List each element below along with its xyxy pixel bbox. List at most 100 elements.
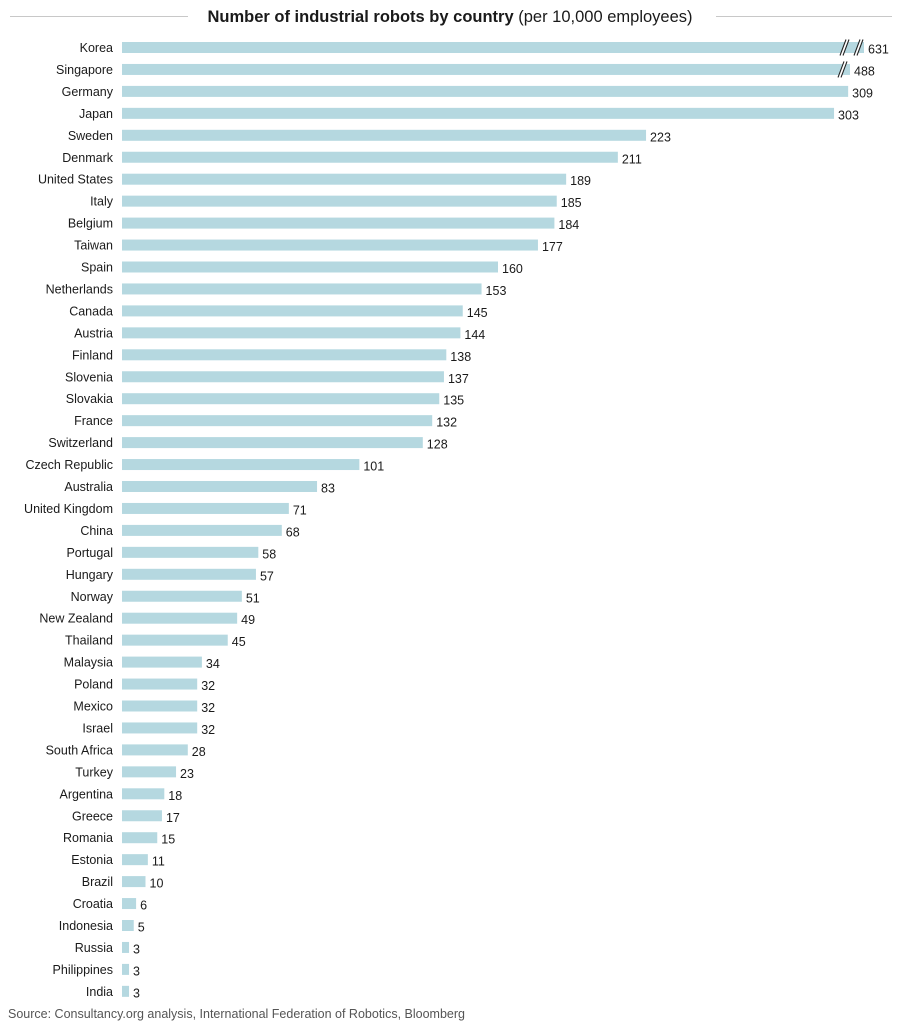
bar [122, 568, 256, 580]
value-label: 6 [140, 899, 147, 913]
category-label: South Africa [46, 743, 113, 757]
bar [122, 349, 447, 361]
value-label: 223 [650, 130, 671, 144]
source-note: Source: Consultancy.org analysis, Intern… [8, 1007, 465, 1021]
value-label: 309 [852, 86, 873, 100]
value-label: 189 [570, 174, 591, 188]
axis-break-mark [837, 61, 845, 78]
category-label: India [86, 985, 113, 999]
bar [122, 744, 188, 756]
category-label: Portugal [66, 546, 113, 560]
category-label: Denmark [62, 151, 113, 165]
bar [122, 261, 498, 273]
bar [122, 327, 461, 339]
value-label: 177 [542, 240, 563, 254]
chart-title-bold: Number of industrial robots by country [207, 8, 514, 26]
category-label: Singapore [56, 63, 113, 77]
value-label: 18 [168, 789, 182, 803]
value-label: 144 [464, 328, 485, 342]
value-label: 211 [622, 152, 642, 166]
bar [122, 371, 444, 383]
value-label: 71 [293, 503, 307, 517]
category-label: Russia [75, 941, 113, 955]
category-label: Taiwan [74, 239, 113, 253]
value-label: 34 [206, 657, 220, 671]
category-label: Israel [82, 721, 113, 735]
bar [122, 305, 463, 317]
category-label: Italy [90, 195, 114, 209]
bar [122, 217, 555, 229]
value-label: 5 [138, 921, 145, 935]
category-label: New Zealand [39, 612, 113, 626]
category-label: Mexico [73, 700, 113, 714]
bar [122, 85, 849, 97]
category-label: Slovakia [66, 392, 113, 406]
value-label: 137 [448, 372, 469, 386]
category-label: Netherlands [46, 282, 113, 296]
category-label: Malaysia [64, 656, 113, 670]
category-label: Slovenia [65, 370, 113, 384]
bar [122, 788, 165, 800]
bar [122, 283, 482, 295]
value-label: 17 [166, 811, 180, 825]
category-label: Australia [64, 480, 113, 494]
category-label: Austria [74, 326, 113, 340]
bar [122, 941, 130, 953]
bar [122, 42, 864, 53]
category-label: Sweden [68, 129, 113, 143]
value-label: 11 [152, 855, 165, 869]
value-label: 160 [502, 262, 523, 276]
value-label: 185 [561, 196, 582, 210]
bar [122, 195, 557, 207]
axis-break-mark [840, 61, 848, 78]
value-label: 83 [321, 482, 335, 496]
value-label: 488 [854, 64, 875, 78]
category-label: Switzerland [48, 436, 113, 450]
value-label: 32 [201, 679, 215, 693]
value-label: 145 [467, 306, 488, 320]
bar [122, 832, 158, 844]
category-label: France [74, 414, 113, 428]
value-label: 3 [133, 942, 140, 956]
bar [122, 239, 538, 251]
value-label: 3 [133, 964, 140, 978]
bar [122, 393, 440, 405]
bar [122, 876, 146, 888]
title-rule-left [10, 16, 188, 17]
value-label: 57 [260, 569, 274, 583]
category-label: Croatia [73, 897, 113, 911]
bar [122, 810, 162, 822]
category-label: Korea [80, 41, 113, 55]
category-label: Finland [72, 348, 113, 362]
bar [122, 985, 130, 997]
value-label: 32 [201, 701, 215, 715]
bar [122, 459, 360, 471]
value-label: 184 [558, 218, 579, 232]
bar [122, 173, 567, 185]
value-label: 49 [241, 613, 255, 627]
axis-break-gap [838, 61, 847, 78]
value-label: 23 [180, 767, 194, 781]
bar [122, 63, 850, 75]
chart-title-unit: (per 10,000 employees) [518, 8, 693, 26]
axis-break-gap [840, 39, 849, 56]
bar [122, 107, 835, 119]
category-label: Hungary [66, 568, 114, 582]
category-label: Turkey [75, 765, 113, 779]
category-label: Poland [74, 678, 113, 692]
value-label: 3 [133, 986, 140, 1000]
axis-break-mark [839, 39, 847, 56]
category-label: Belgium [68, 217, 113, 231]
bar [122, 151, 618, 163]
bar [122, 898, 137, 910]
category-label: United Kingdom [24, 502, 113, 516]
axis-break-mark [853, 39, 861, 56]
bar [122, 502, 289, 514]
category-label: Romania [63, 831, 113, 845]
category-label: Germany [62, 85, 114, 99]
category-label: Brazil [82, 875, 113, 889]
value-label: 153 [486, 284, 507, 298]
value-label: 58 [262, 547, 276, 561]
category-label: Argentina [59, 787, 113, 801]
